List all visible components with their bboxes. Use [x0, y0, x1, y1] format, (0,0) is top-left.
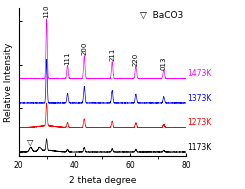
Y-axis label: Relative Intensity: Relative Intensity: [4, 42, 13, 122]
Text: ▽  BaCO3: ▽ BaCO3: [139, 11, 183, 20]
Text: 220: 220: [133, 53, 139, 66]
Text: ▽: ▽: [27, 138, 34, 147]
Text: 013: 013: [161, 56, 167, 70]
X-axis label: 2 theta degree: 2 theta degree: [69, 176, 136, 185]
Text: 111: 111: [64, 51, 71, 64]
Text: 211: 211: [109, 47, 115, 61]
Text: 200: 200: [81, 42, 87, 55]
Text: 110: 110: [44, 4, 50, 18]
Text: 1273K: 1273K: [187, 118, 211, 127]
Text: 1373K: 1373K: [187, 94, 211, 103]
Text: 1473K: 1473K: [187, 69, 211, 78]
Text: 1173K: 1173K: [187, 143, 211, 152]
